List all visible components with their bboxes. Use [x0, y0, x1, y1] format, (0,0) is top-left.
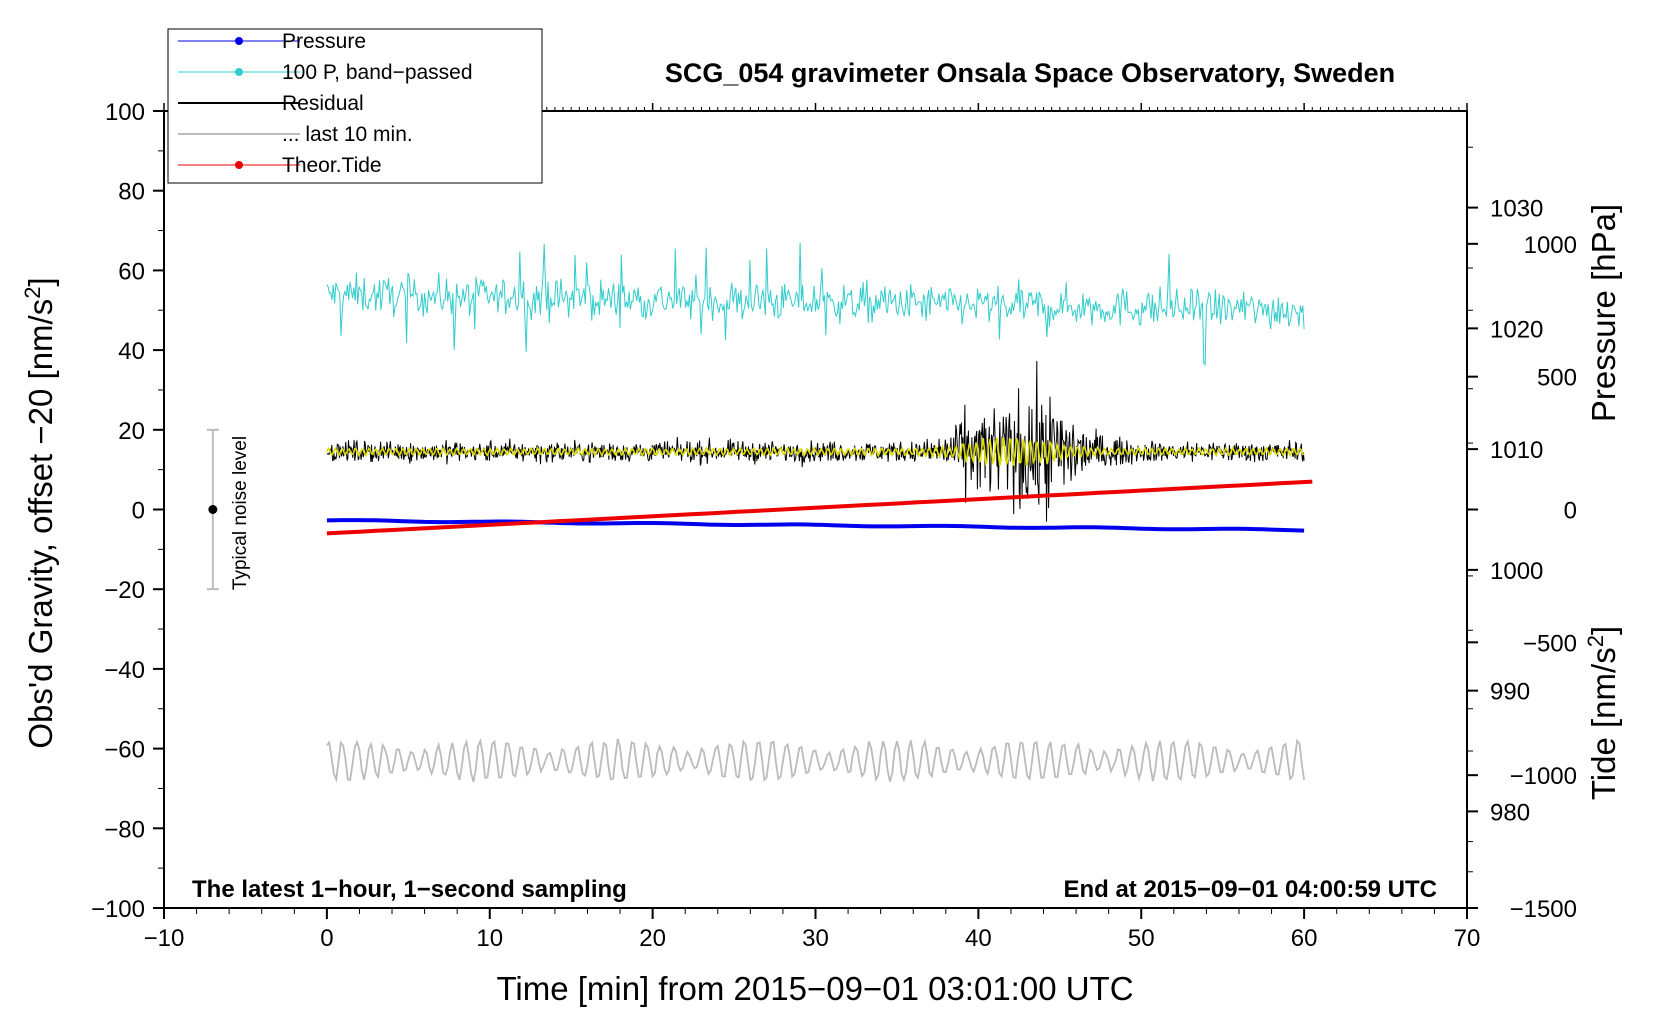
legend-marker [235, 161, 243, 169]
series-smoothed-residual [326, 436, 1305, 467]
legend-marker [235, 68, 243, 76]
noise-bar-center [208, 505, 218, 514]
noise-level-indicator: Typical noise level [206, 428, 251, 591]
pressure-tick-label: 1000 [1490, 558, 1543, 585]
tide-tick-label: 1000 [1524, 232, 1577, 259]
y-tick-label: −100 [91, 896, 145, 923]
legend-marker [235, 37, 243, 45]
noise-level-label: Typical noise level [230, 436, 251, 590]
y-tick-label: −60 [104, 737, 145, 764]
y-tick-label: −40 [104, 657, 145, 684]
tide-tick-label: 500 [1537, 365, 1577, 392]
x-axis-label: Time [min] from 2015−09−01 03:01:00 UTC [496, 970, 1133, 1007]
tide-tick-label: 0 [1564, 498, 1577, 525]
x-tick-label: 20 [639, 925, 666, 952]
pressure-tick-label: 1030 [1490, 196, 1543, 223]
series-pressure [326, 518, 1305, 533]
y-tick-label: 80 [118, 179, 145, 206]
legend-label: Residual [282, 92, 364, 115]
y-tick-label: −80 [104, 816, 145, 843]
y-tick-label: 0 [132, 498, 145, 525]
pressure-tick-label: 1010 [1490, 437, 1543, 464]
x-tick-label: 30 [802, 925, 829, 952]
x-tick-label: 50 [1128, 925, 1155, 952]
y-tick-label: 100 [105, 99, 145, 126]
y-axis-label-pressure: Pressure [hPa] [1585, 204, 1622, 422]
series-band-passed-pressure [326, 242, 1305, 367]
x-tick-label: 0 [320, 925, 333, 952]
pressure-tick-label: 980 [1490, 799, 1530, 826]
note-left: The latest 1−hour, 1−second sampling [192, 876, 627, 903]
x-tick-label: 70 [1454, 925, 1481, 952]
axis-layer: −10 0 10 20 30 40 50 60 70−100−80−60−40−20020406… [91, 99, 1577, 952]
y-tick-label: −20 [104, 577, 145, 604]
tide-tick-label: −500 [1523, 630, 1577, 657]
y-tick-label: 20 [118, 418, 145, 445]
pressure-tick-label: 1020 [1490, 316, 1543, 343]
tide-tick-label: −1500 [1510, 896, 1577, 923]
x-tick-label: −10 [144, 925, 185, 952]
data-layer [326, 242, 1313, 784]
y-axis-label-tide: Tide [nm/s2] [1583, 626, 1623, 800]
x-tick-label: 60 [1291, 925, 1318, 952]
series-theoretical-tide [326, 479, 1313, 536]
chart-title: SCG_054 gravimeter Onsala Space Observat… [665, 58, 1395, 88]
legend-label: Pressure [282, 30, 366, 53]
y-tick-label: 40 [118, 338, 145, 365]
x-tick-label: 40 [965, 925, 992, 952]
tide-tick-label: −1000 [1510, 763, 1577, 790]
note-right: End at 2015−09−01 04:00:59 UTC [1063, 876, 1437, 903]
y-tick-label: 60 [118, 258, 145, 285]
series-residual [326, 360, 1305, 522]
series-last-10-min [326, 737, 1305, 784]
x-tick-label: 10 [476, 925, 503, 952]
legend-label: 100 P, band−passed [282, 61, 473, 84]
legend-label: Theor.Tide [282, 154, 382, 177]
y-axis-label-main: Obs'd Gravity, offset −20 [nm/s2] [20, 277, 60, 748]
legend-label: ... last 10 min. [282, 123, 413, 146]
legend: Pressure 100 P, band−passed Residual ... la… [167, 28, 543, 184]
legend-box [167, 28, 543, 184]
pressure-tick-label: 990 [1490, 679, 1530, 706]
